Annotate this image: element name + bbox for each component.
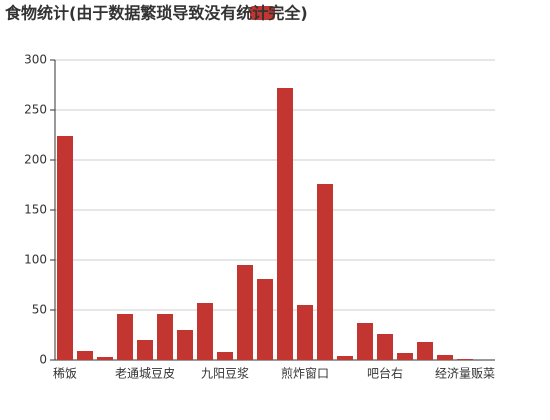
y-tick-label: 300 [24, 53, 47, 67]
bar [277, 88, 293, 360]
bar [197, 303, 213, 360]
bar [457, 359, 473, 360]
y-tick-label: 250 [24, 103, 47, 117]
x-tick-label: 九阳豆浆 [201, 366, 249, 381]
legend-icon[interactable] [250, 6, 275, 20]
bar [357, 323, 373, 360]
bar [157, 314, 173, 360]
bar [397, 353, 413, 360]
bar [77, 351, 93, 360]
bar [97, 357, 113, 360]
bar [377, 334, 393, 360]
x-tick-label: 经济量贩菜 [435, 366, 495, 381]
bar [317, 184, 333, 360]
bar [57, 136, 73, 360]
x-tick-label: 吧台右 [367, 366, 403, 381]
y-tick-label: 100 [24, 253, 47, 267]
bar [257, 279, 273, 360]
bar [337, 356, 353, 360]
y-tick-label: 150 [24, 203, 47, 217]
x-tick-label: 老通城豆皮 [115, 367, 175, 381]
bar [137, 340, 153, 360]
bar [437, 355, 453, 360]
bar [217, 352, 233, 360]
bar [297, 305, 313, 360]
y-tick-label: 200 [24, 153, 47, 167]
y-tick-label: 0 [39, 353, 47, 367]
x-tick-label: 稀饭 [53, 367, 77, 381]
bar [177, 330, 193, 360]
bar [117, 314, 133, 360]
y-tick-label: 50 [32, 303, 47, 317]
bar [417, 342, 433, 360]
bar [237, 265, 253, 360]
x-tick-label: 煎炸窗口 [281, 366, 329, 381]
chart-title: 食物统计(由于数据繁琐导致没有统计完全) [4, 4, 308, 23]
